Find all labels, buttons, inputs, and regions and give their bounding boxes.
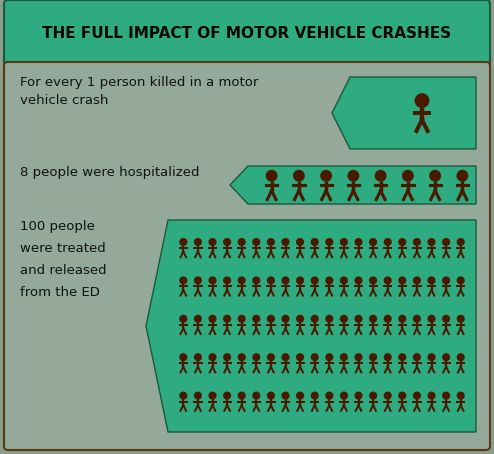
Circle shape: [375, 171, 386, 181]
Circle shape: [348, 171, 359, 181]
Circle shape: [340, 316, 347, 322]
Circle shape: [282, 239, 289, 245]
Circle shape: [311, 316, 318, 322]
Circle shape: [428, 239, 435, 245]
Circle shape: [180, 354, 187, 360]
Circle shape: [238, 354, 245, 360]
Circle shape: [428, 277, 435, 284]
Text: 100 people
were treated
and released
from the ED: 100 people were treated and released fro…: [20, 220, 107, 299]
Circle shape: [195, 277, 201, 284]
Circle shape: [238, 277, 245, 284]
Circle shape: [415, 94, 429, 107]
Circle shape: [384, 239, 391, 245]
Circle shape: [370, 392, 376, 399]
Circle shape: [266, 171, 277, 181]
Circle shape: [238, 392, 245, 399]
Circle shape: [430, 171, 440, 181]
Circle shape: [195, 392, 201, 399]
Circle shape: [297, 392, 303, 399]
Circle shape: [195, 354, 201, 360]
Circle shape: [195, 239, 201, 245]
Circle shape: [443, 316, 450, 322]
Circle shape: [413, 354, 420, 360]
Circle shape: [443, 239, 450, 245]
Circle shape: [428, 316, 435, 322]
Circle shape: [224, 277, 231, 284]
Circle shape: [384, 316, 391, 322]
Circle shape: [443, 354, 450, 360]
Circle shape: [403, 171, 413, 181]
Circle shape: [180, 239, 187, 245]
Circle shape: [253, 392, 260, 399]
Circle shape: [195, 316, 201, 322]
Circle shape: [326, 354, 332, 360]
Circle shape: [253, 316, 260, 322]
Circle shape: [443, 392, 450, 399]
Circle shape: [238, 316, 245, 322]
Circle shape: [340, 354, 347, 360]
Circle shape: [399, 239, 406, 245]
Circle shape: [209, 239, 216, 245]
Circle shape: [209, 392, 216, 399]
Circle shape: [399, 392, 406, 399]
Circle shape: [326, 392, 332, 399]
Circle shape: [180, 392, 187, 399]
Circle shape: [340, 277, 347, 284]
Circle shape: [293, 171, 304, 181]
Circle shape: [268, 392, 274, 399]
Circle shape: [268, 277, 274, 284]
Circle shape: [370, 277, 376, 284]
Circle shape: [238, 239, 245, 245]
Circle shape: [209, 277, 216, 284]
Circle shape: [282, 392, 289, 399]
Circle shape: [384, 392, 391, 399]
Circle shape: [253, 239, 260, 245]
Circle shape: [443, 277, 450, 284]
Circle shape: [268, 239, 274, 245]
Circle shape: [297, 316, 303, 322]
Circle shape: [268, 316, 274, 322]
Circle shape: [326, 316, 332, 322]
Circle shape: [311, 392, 318, 399]
Circle shape: [399, 277, 406, 284]
Circle shape: [282, 316, 289, 322]
FancyBboxPatch shape: [4, 62, 490, 450]
Circle shape: [413, 316, 420, 322]
Circle shape: [399, 354, 406, 360]
Circle shape: [224, 354, 231, 360]
Circle shape: [326, 277, 332, 284]
Text: 8 people were hospitalized: 8 people were hospitalized: [20, 166, 200, 179]
Circle shape: [253, 277, 260, 284]
Circle shape: [370, 239, 376, 245]
Circle shape: [326, 239, 332, 245]
Circle shape: [311, 354, 318, 360]
Circle shape: [428, 392, 435, 399]
Circle shape: [268, 354, 274, 360]
Circle shape: [224, 316, 231, 322]
Text: For every 1 person killed in a motor
vehicle crash: For every 1 person killed in a motor veh…: [20, 76, 258, 107]
Circle shape: [399, 316, 406, 322]
Circle shape: [340, 392, 347, 399]
Circle shape: [355, 277, 362, 284]
Polygon shape: [146, 220, 476, 432]
Circle shape: [457, 316, 464, 322]
Circle shape: [209, 354, 216, 360]
Circle shape: [311, 239, 318, 245]
Circle shape: [224, 392, 231, 399]
Circle shape: [413, 239, 420, 245]
Circle shape: [355, 316, 362, 322]
Circle shape: [297, 239, 303, 245]
Circle shape: [209, 316, 216, 322]
Circle shape: [224, 239, 231, 245]
Circle shape: [384, 354, 391, 360]
Circle shape: [355, 239, 362, 245]
Circle shape: [355, 354, 362, 360]
Circle shape: [253, 354, 260, 360]
Circle shape: [180, 316, 187, 322]
Circle shape: [413, 277, 420, 284]
Circle shape: [355, 392, 362, 399]
Circle shape: [282, 354, 289, 360]
Circle shape: [370, 354, 376, 360]
Circle shape: [282, 277, 289, 284]
